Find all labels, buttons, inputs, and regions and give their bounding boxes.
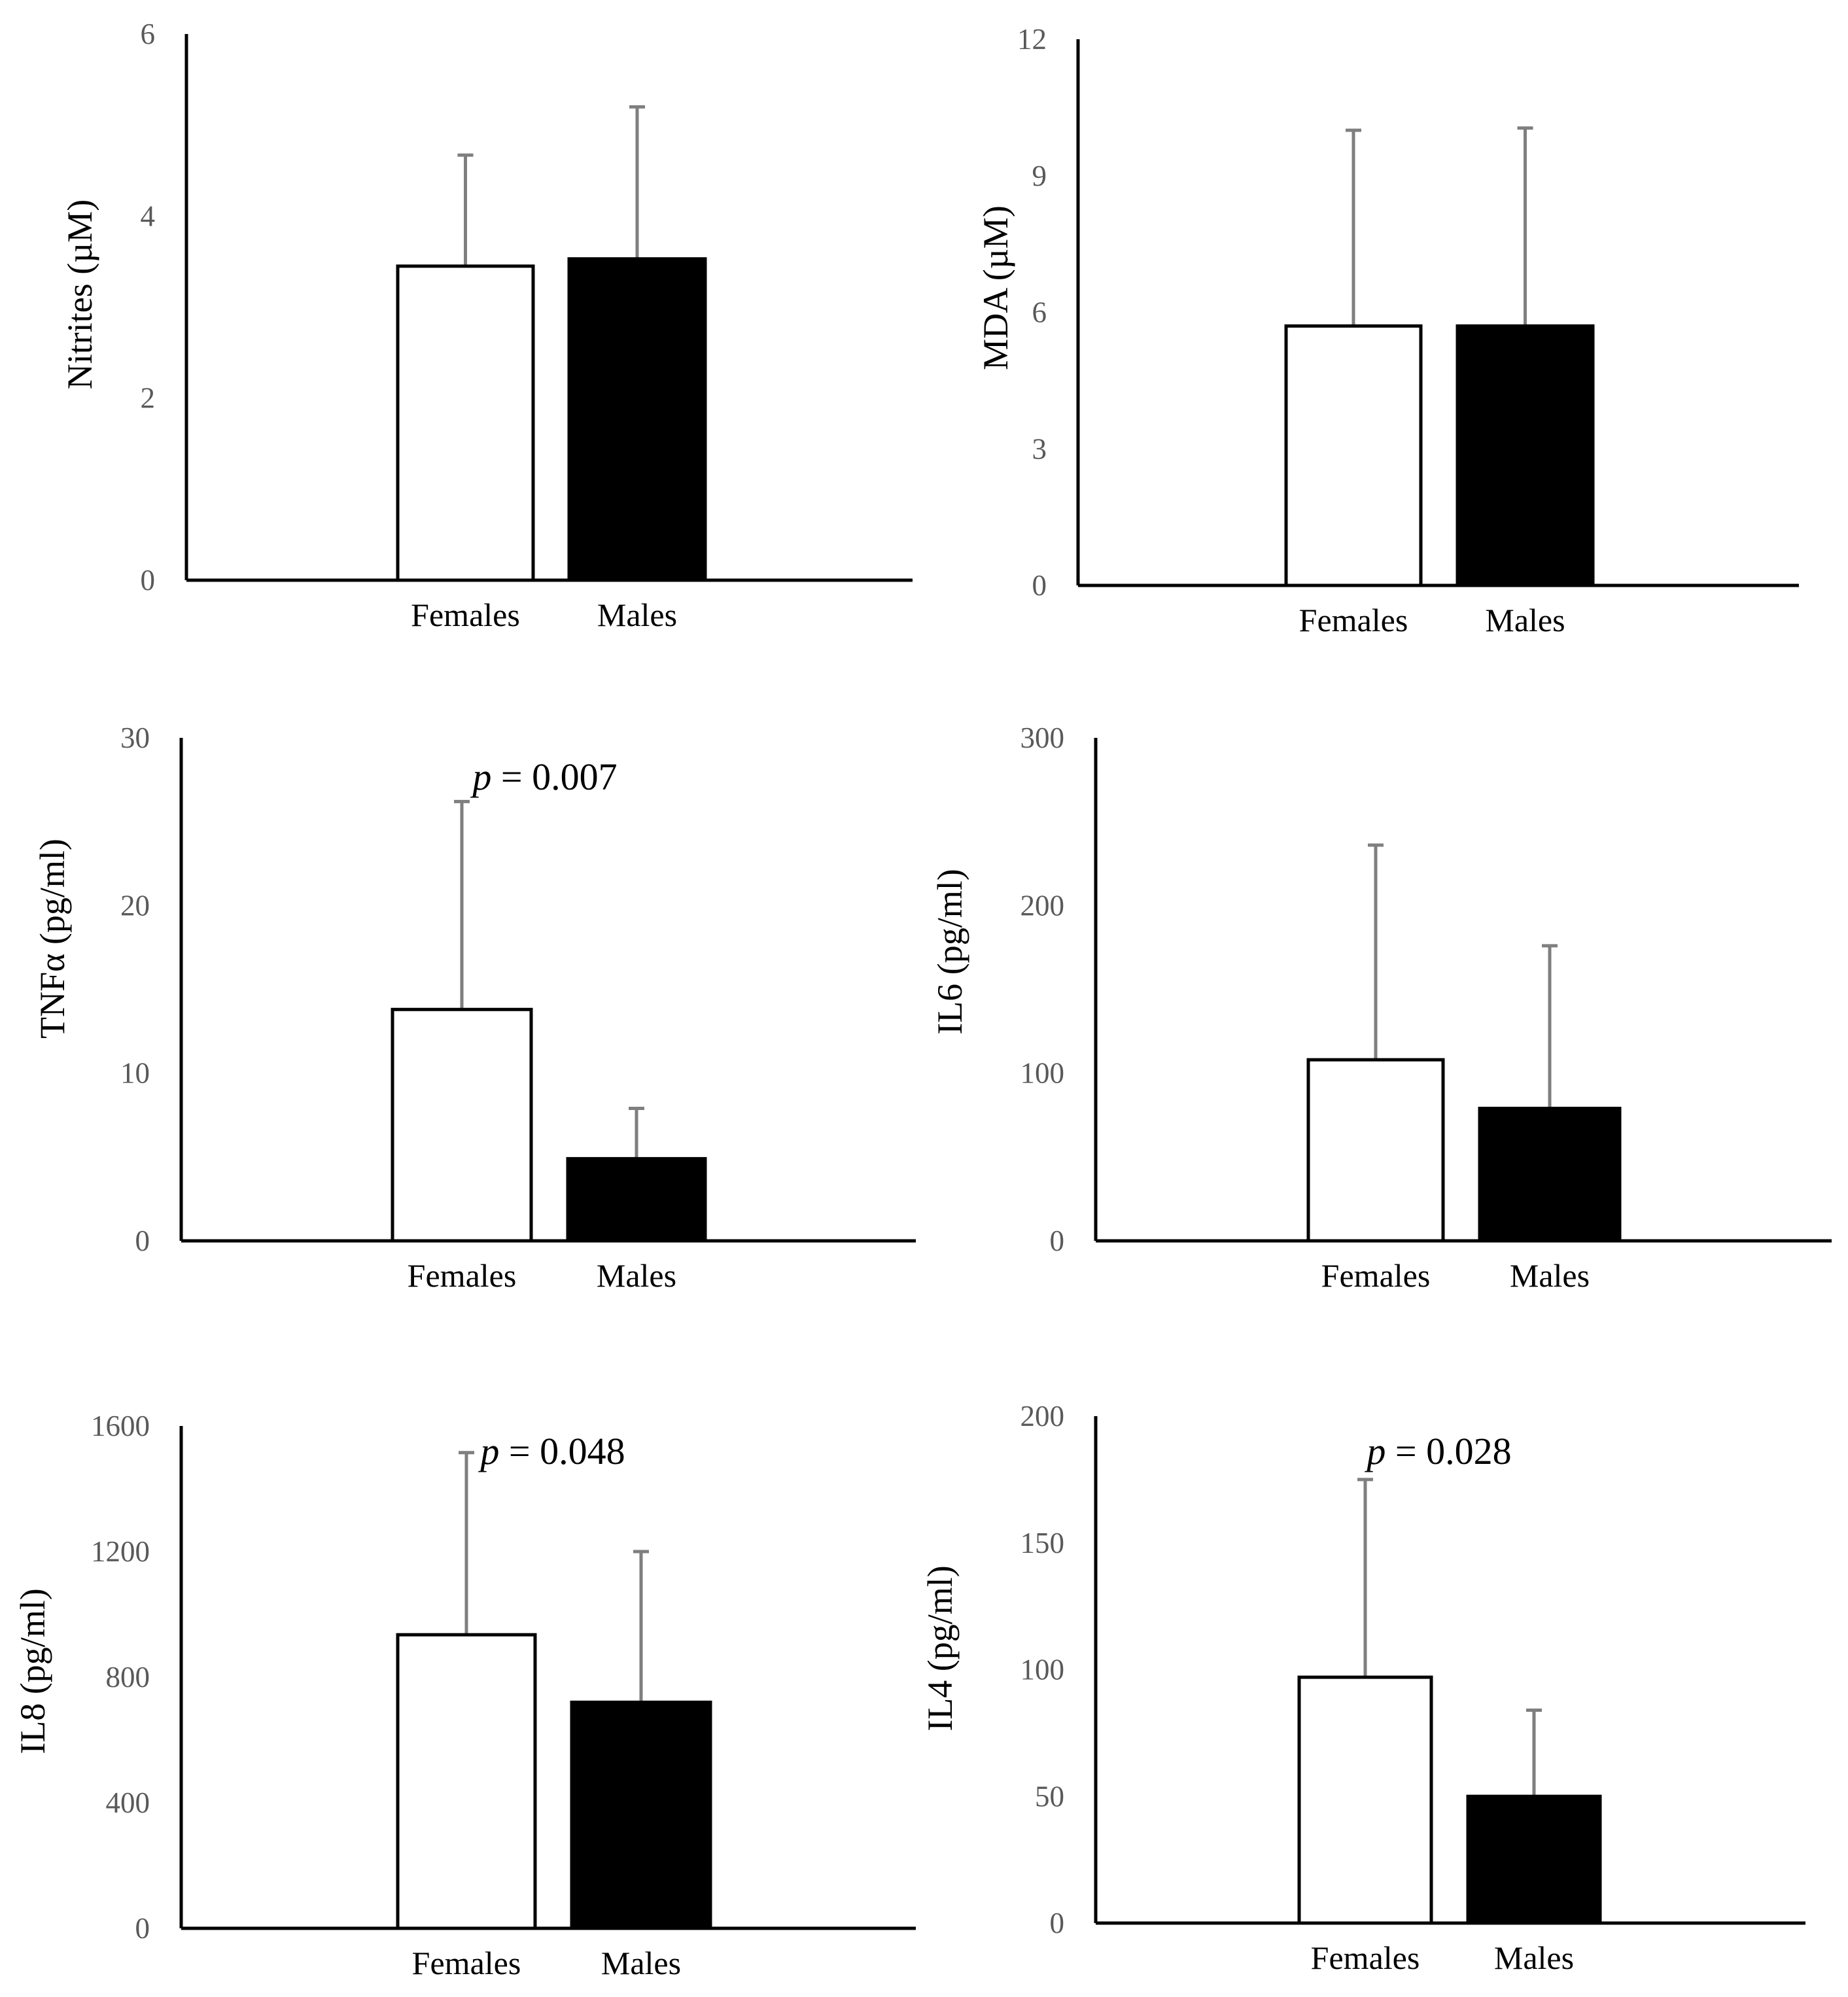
bar-females [1306, 1058, 1445, 1243]
y-tick-label: 10 [120, 1057, 150, 1090]
p-value-annotation: p = 0.048 [478, 1430, 625, 1472]
category-label-males: Males [1510, 1257, 1590, 1294]
chart-il8: 0 400 800 1200 1600 Females Males IL8 (pg/ml) p … [13, 1410, 916, 1981]
category-label-males: Males [597, 597, 677, 633]
y-tick-label: 200 [1020, 1400, 1065, 1433]
y-tick-label: 300 [1020, 721, 1065, 754]
y-axis-label: IL4 (pg/ml) [920, 1565, 960, 1731]
bar-females [1297, 1675, 1433, 1925]
bar-males [566, 1156, 707, 1243]
y-tick-label: 0 [1050, 1224, 1065, 1257]
y-tick-label: 2 [141, 382, 156, 415]
category-label-females: Females [1299, 602, 1408, 638]
bar-males [1466, 1794, 1602, 1925]
p-value-annotation: p = 0.007 [470, 755, 617, 798]
bar-females [391, 1007, 533, 1243]
bar-females [396, 1633, 537, 1930]
y-tick-label: 12 [1017, 23, 1047, 56]
y-axis-label: IL8 (pg/ml) [13, 1588, 52, 1754]
y-tick-label: 200 [1020, 889, 1065, 922]
category-label-males: Males [1494, 1939, 1574, 1976]
p-value-text: = 0.048 [499, 1430, 625, 1472]
p-value-text: = 0.028 [1386, 1430, 1511, 1472]
y-axis-label: IL6 (pg/ml) [930, 869, 969, 1034]
p-value-annotation: p = 0.028 [1364, 1430, 1511, 1472]
chart-il4: 0 50 100 150 200 Females Males IL4 (pg/ml) p = 0… [920, 1400, 1805, 1976]
category-label-females: Females [412, 1945, 521, 1981]
y-tick-label: 0 [135, 1224, 150, 1257]
y-tick-label: 0 [1032, 569, 1047, 602]
bar-males [1456, 324, 1595, 587]
y-tick-label: 150 [1020, 1527, 1065, 1559]
p-symbol: p [478, 1430, 499, 1472]
y-tick-label: 4 [141, 200, 156, 232]
y-tick-label: 0 [135, 1912, 150, 1945]
chart-il6: 0 100 200 300 Females Males IL6 (pg/ml) [930, 721, 1832, 1294]
chart-mda: 0 3 6 9 12 Females Males MDA (µM) [976, 23, 1799, 638]
y-tick-label: 0 [141, 564, 156, 597]
category-label-females: Females [408, 1257, 517, 1294]
category-label-males: Males [1485, 602, 1565, 638]
chart-tnfa: 0 10 20 30 Females Males TNFα (pg/ml) p = 0.007 [33, 721, 916, 1294]
y-axis-label: Nitrites (µM) [60, 200, 99, 390]
p-value-text: = 0.007 [491, 755, 617, 798]
bar-females [396, 264, 535, 582]
y-axis-label: TNFα (pg/ml) [33, 839, 72, 1039]
y-tick-label: 100 [1020, 1654, 1065, 1686]
y-tick-label: 800 [106, 1661, 150, 1693]
y-tick-label: 1600 [91, 1410, 150, 1442]
category-label-females: Females [1311, 1939, 1420, 1976]
p-symbol: p [1364, 1430, 1386, 1472]
y-tick-label: 30 [120, 721, 150, 754]
y-tick-label: 6 [141, 18, 156, 50]
y-tick-label: 1200 [91, 1535, 150, 1568]
y-tick-label: 9 [1032, 160, 1047, 192]
y-tick-label: 20 [120, 889, 150, 922]
y-tick-label: 50 [1035, 1780, 1064, 1813]
y-tick-label: 6 [1032, 296, 1047, 329]
y-tick-label: 0 [1050, 1907, 1065, 1939]
category-label-males: Males [597, 1257, 676, 1294]
category-label-males: Males [601, 1945, 681, 1981]
y-tick-label: 100 [1020, 1057, 1065, 1090]
bar-males [1478, 1106, 1622, 1243]
bar-males [570, 1700, 712, 1930]
bar-females [1284, 324, 1423, 587]
y-tick-label: 3 [1032, 432, 1047, 465]
bar-males [567, 257, 707, 582]
y-axis-label: MDA (µM) [976, 205, 1015, 370]
category-label-females: Females [1321, 1257, 1431, 1294]
chart-nitrites: 0 2 4 6 Females Males Nitrites (µM) [60, 18, 913, 633]
y-tick-label: 400 [106, 1786, 150, 1819]
category-label-females: Females [411, 597, 520, 633]
p-symbol: p [470, 755, 491, 798]
